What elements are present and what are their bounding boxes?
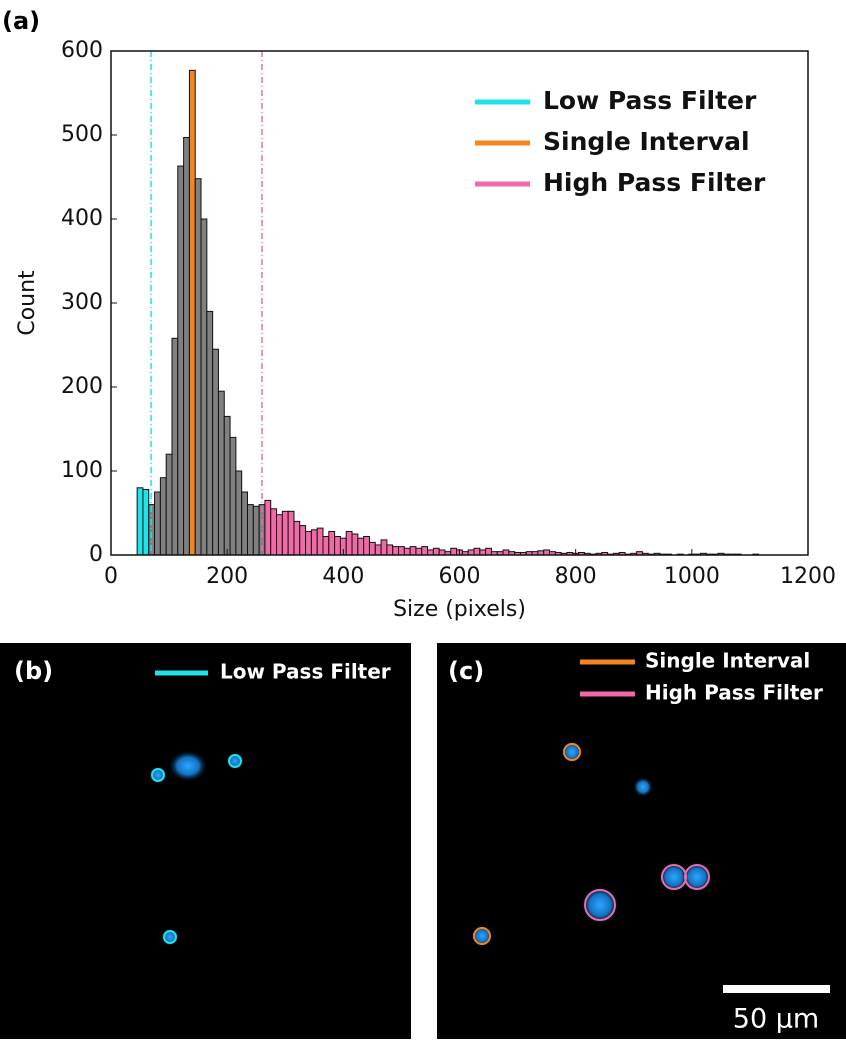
- bar: [299, 525, 307, 556]
- bar: [351, 533, 359, 556]
- bar: [374, 544, 382, 556]
- bar: [368, 541, 376, 556]
- bar: [264, 499, 272, 556]
- bar: [241, 491, 248, 556]
- bar: [427, 549, 434, 556]
- bar: [409, 546, 417, 556]
- bar: [281, 510, 289, 556]
- x-tick-label: 0: [104, 564, 118, 589]
- legend-label: High Pass Filter: [645, 681, 823, 705]
- bar: [183, 137, 190, 556]
- bar: [252, 505, 260, 556]
- bar: [206, 310, 214, 556]
- bar: [246, 504, 254, 556]
- bar: [386, 544, 394, 556]
- bar: [357, 537, 365, 556]
- bar: [177, 165, 185, 556]
- bar: [392, 546, 400, 556]
- image-panel: [0, 643, 411, 1039]
- x-tick-label: 200: [206, 564, 248, 589]
- legend-label: Single Interval: [645, 649, 810, 673]
- bar: [363, 536, 370, 556]
- y-tick-label: 0: [89, 542, 103, 567]
- bar: [154, 491, 161, 556]
- bar: [200, 218, 208, 556]
- bar: [543, 549, 551, 556]
- y-axis-label: Count: [15, 270, 40, 336]
- bar: [438, 549, 446, 556]
- y-tick-label: 200: [61, 374, 103, 399]
- bar: [322, 536, 330, 556]
- cells: [471, 741, 713, 947]
- bar: [415, 547, 423, 556]
- bar: [136, 487, 144, 556]
- y-tick-label: 100: [61, 458, 103, 483]
- scale-bar-label: 50 µm: [733, 1004, 819, 1035]
- bar: [473, 547, 481, 556]
- bar: [188, 69, 196, 556]
- bar: [398, 546, 405, 556]
- image-panel: [437, 643, 846, 1039]
- bar: [450, 547, 458, 556]
- bar: [235, 470, 243, 556]
- bar: [293, 520, 301, 556]
- bar: [421, 546, 429, 556]
- bar: [165, 453, 173, 556]
- bar: [334, 536, 341, 556]
- bar: [432, 547, 440, 556]
- bar: [142, 488, 150, 556]
- bar: [194, 178, 202, 556]
- x-tick-label: 800: [555, 564, 597, 589]
- bar: [287, 510, 295, 556]
- x-tick-label: 600: [439, 564, 481, 589]
- bar: [345, 530, 353, 556]
- panel-label: (c): [448, 657, 484, 685]
- cells: [149, 750, 244, 946]
- bar: [212, 348, 219, 556]
- bar: [479, 549, 487, 556]
- bar: [502, 549, 510, 556]
- bar: [229, 436, 237, 556]
- panel-legend: Low Pass Filter: [155, 660, 391, 684]
- histogram: 0 100 200 300 400 500 600 0 200 400 600 800 1000 1200…: [15, 38, 836, 622]
- bar: [310, 529, 318, 556]
- panel-label: (a): [2, 7, 40, 35]
- legend-label: Single Interval: [543, 127, 750, 156]
- bar: [328, 530, 336, 556]
- panel-label: (b): [14, 657, 53, 685]
- x-tick-label: 400: [322, 564, 364, 589]
- bar: [305, 530, 312, 556]
- bar: [467, 549, 475, 556]
- bar: [316, 527, 324, 556]
- bar: [403, 547, 411, 556]
- scale-bar: [723, 985, 830, 993]
- bar: [223, 415, 231, 556]
- bar: [159, 477, 167, 556]
- legend-label: High Pass Filter: [543, 168, 766, 197]
- x-axis-label: Size (pixels): [393, 597, 526, 622]
- legend-label: Low Pass Filter: [220, 660, 391, 684]
- bar: [276, 514, 283, 556]
- bar: [171, 337, 179, 556]
- y-tick-label: 500: [61, 122, 103, 147]
- y-tick-label: 300: [61, 290, 103, 315]
- bar: [485, 547, 492, 556]
- y-tick-label: 400: [61, 206, 103, 231]
- x-tick-label: 1200: [780, 564, 836, 589]
- legend-label: Low Pass Filter: [543, 86, 757, 115]
- bar: [270, 508, 278, 556]
- y-tick-label: 600: [61, 38, 103, 63]
- panel-legend: Single Interval High Pass Filter: [580, 649, 823, 705]
- x-tick-label: 1000: [664, 564, 720, 589]
- bar: [217, 390, 225, 556]
- bar: [380, 539, 388, 556]
